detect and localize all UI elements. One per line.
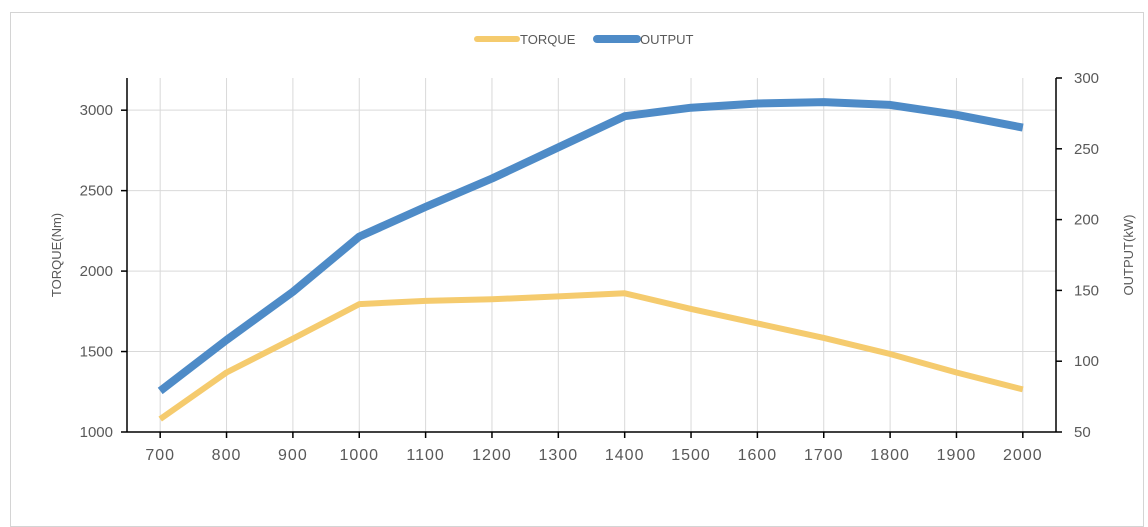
legend: TORQUE OUTPUT [474,32,694,47]
x-tick-label: 1500 [671,447,711,464]
series-lines [157,98,1024,422]
legend-label-torque: TORQUE [520,32,576,47]
right-y-tick-label: 200 [1074,212,1099,229]
x-tick-label: 1400 [605,447,645,464]
x-tick-label: 1300 [539,447,579,464]
x-tick-label: 900 [278,447,308,464]
x-tick-label: 800 [212,447,242,464]
left-y-tick-label: 2000 [80,263,113,280]
x-tick-label: 1600 [738,447,778,464]
x-tick-label: 1200 [472,447,512,464]
axes [121,77,1062,438]
x-tick-label: 1000 [339,447,379,464]
x-tick-label: 700 [145,447,175,464]
x-tick-label: 1700 [804,447,844,464]
series-line-output [157,98,1024,395]
left-y-axis-title: TORQUE(Nm) [49,213,64,297]
left-y-tick-label: 1500 [80,344,113,361]
right-y-tick-label: 100 [1074,353,1099,370]
left-y-tick-label: 2500 [80,183,113,200]
right-y-axis-title: OUTPUT(kW) [1121,215,1136,296]
chart-frame [10,12,1144,527]
grid-lines [127,78,1056,432]
x-tick-label: 1900 [937,447,977,464]
x-tick-label: 2000 [1003,447,1043,464]
series-line-torque [158,290,1024,422]
right-y-tick-label: 50 [1074,424,1091,441]
tick-labels: 1000 1500 2000 2500 3000 50 100 150 200 250 300 700… [49,70,1136,464]
x-tick-label: 1800 [870,447,910,464]
right-y-tick-label: 150 [1074,282,1099,299]
left-y-tick-label: 3000 [80,102,113,119]
right-y-tick-label: 250 [1074,141,1099,158]
x-tick-label: 1100 [406,447,444,464]
left-y-tick-label: 1000 [80,424,113,441]
legend-label-output: OUTPUT [640,32,694,47]
right-y-tick-label: 300 [1074,70,1099,87]
